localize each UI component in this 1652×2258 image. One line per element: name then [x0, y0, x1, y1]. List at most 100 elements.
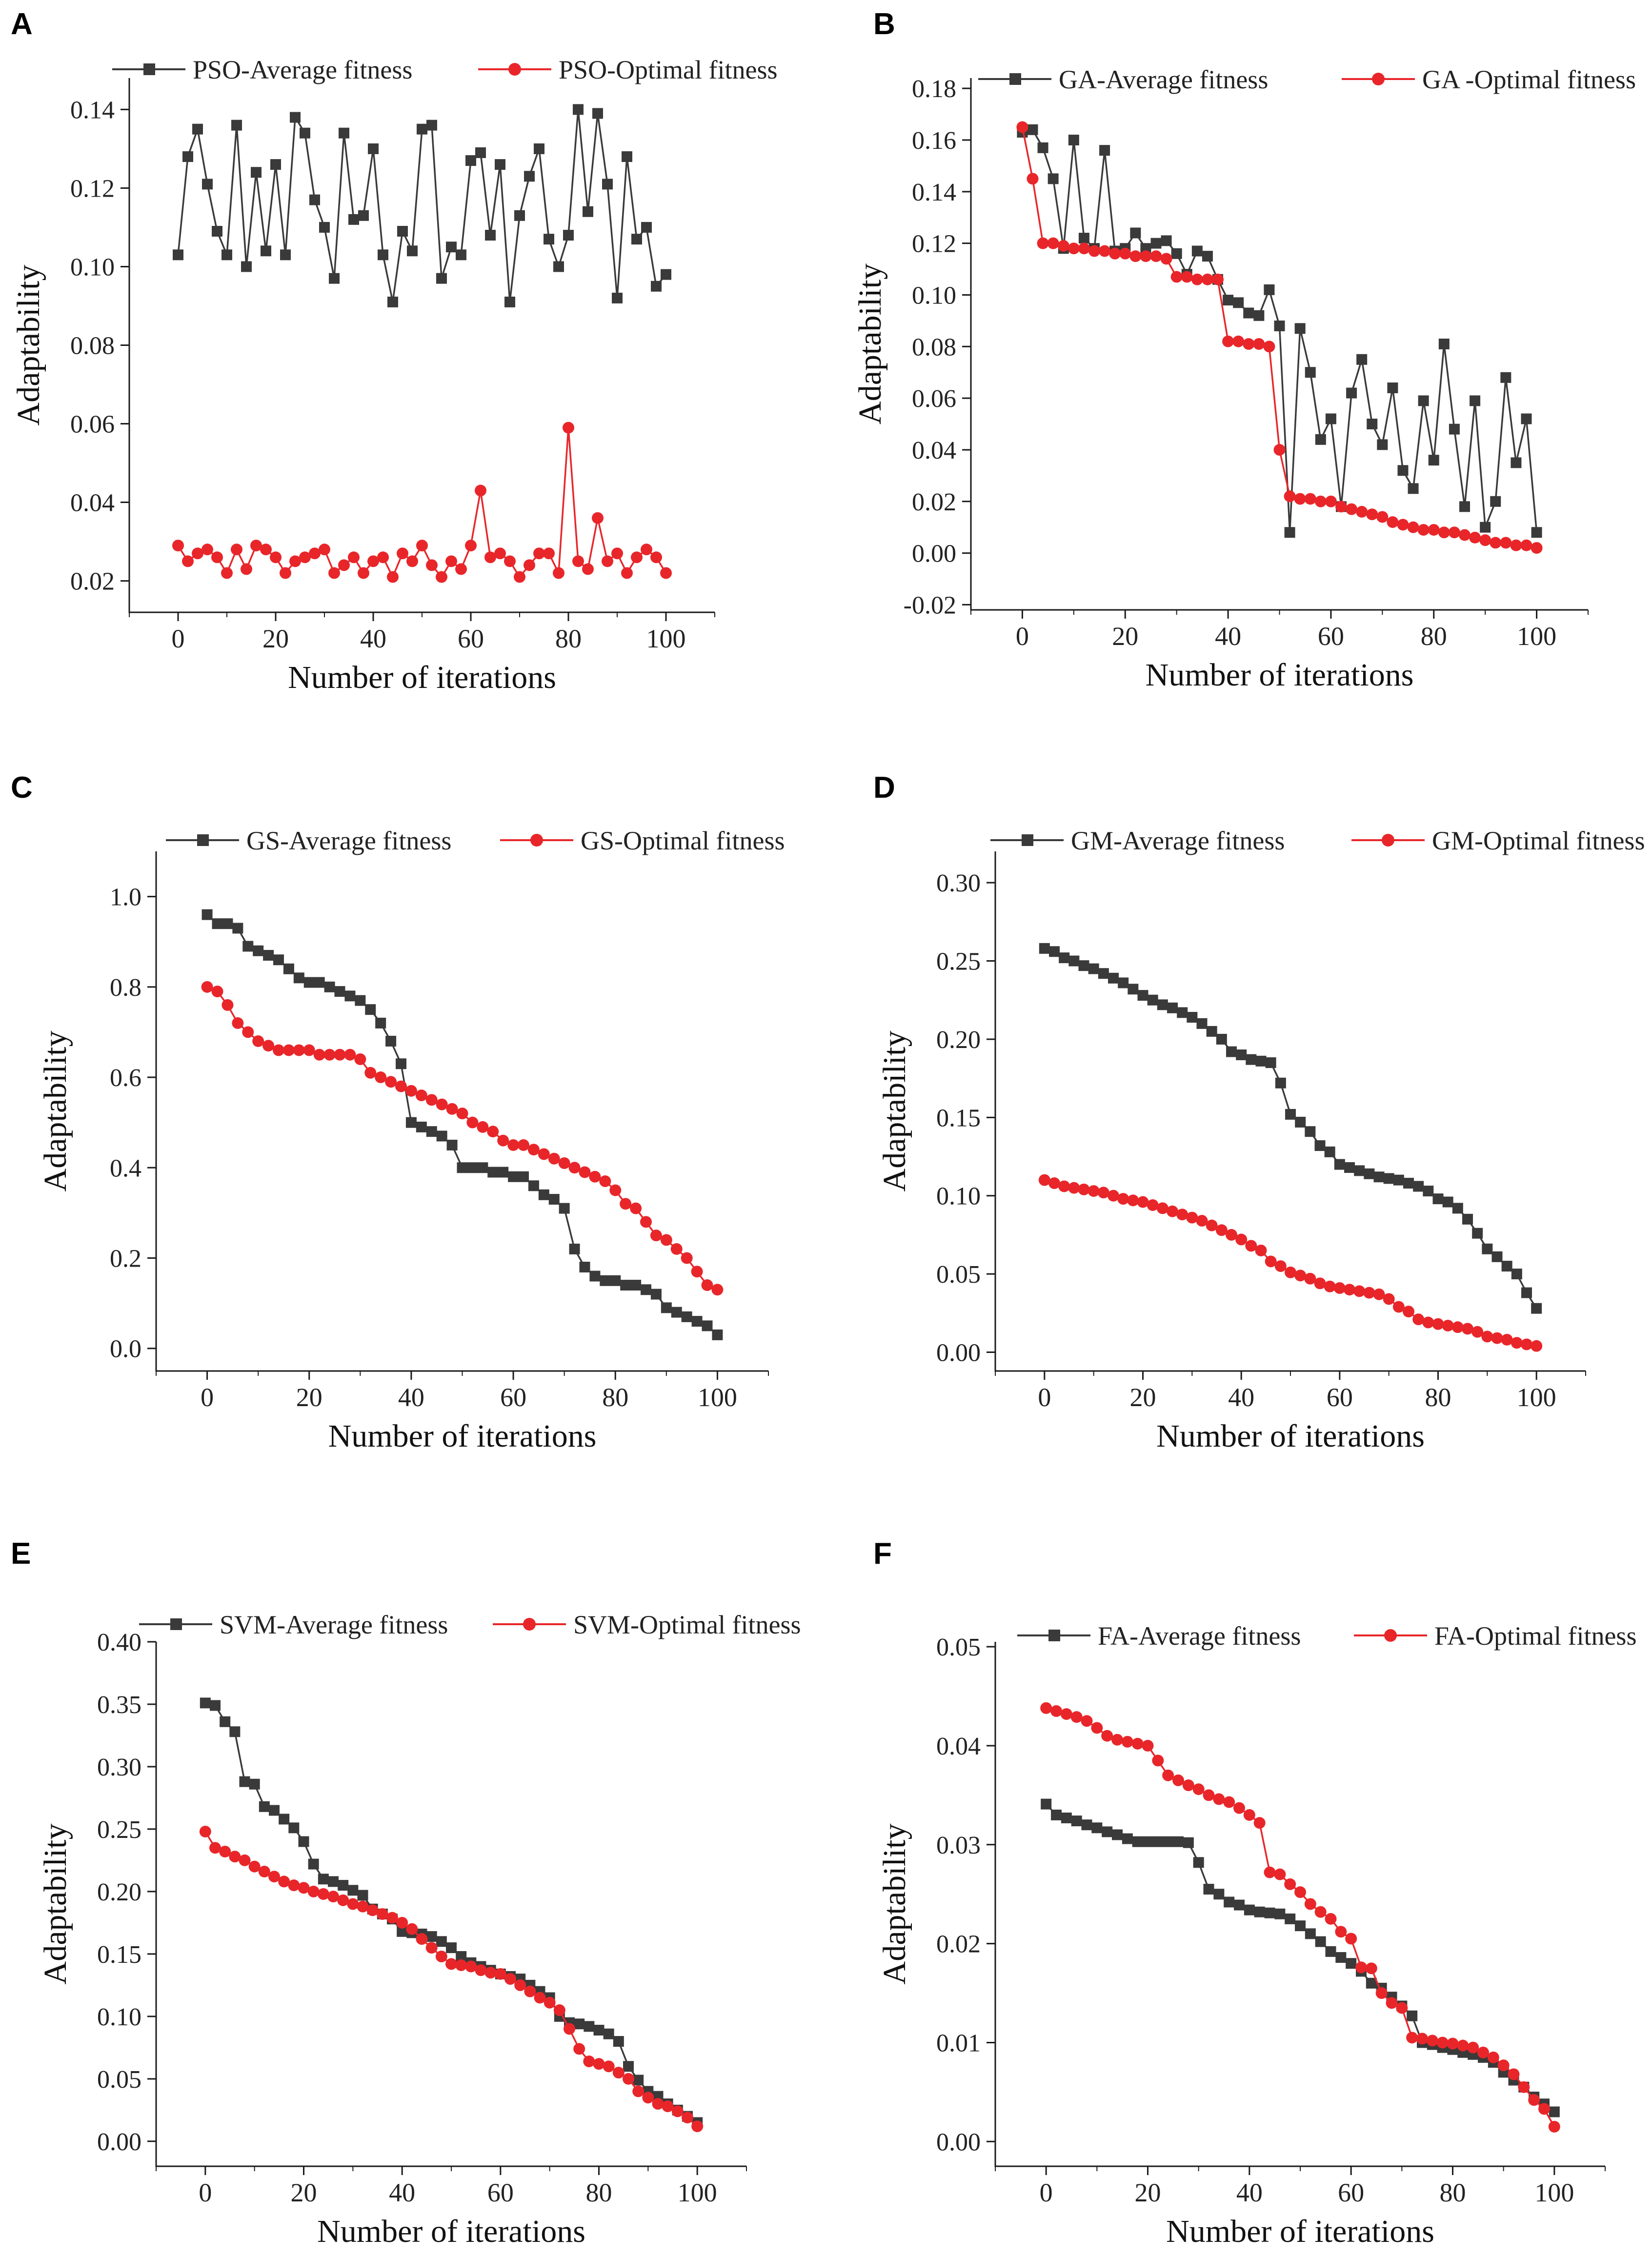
- x-tick-label: 60: [1318, 622, 1344, 651]
- average-fitness-point: [269, 1805, 280, 1816]
- average-fitness-point: [1142, 1836, 1153, 1847]
- optimal-fitness-point: [1108, 1189, 1119, 1202]
- optimal-fitness-point: [487, 1126, 499, 1138]
- optimal-fitness-point: [579, 1166, 591, 1178]
- average-fitness-point: [1226, 1046, 1237, 1057]
- x-tick-label: 60: [458, 624, 484, 653]
- optimal-fitness-point: [366, 1904, 379, 1916]
- y-tick-label: 0.02: [70, 568, 115, 596]
- average-fitness-point: [1393, 1174, 1404, 1186]
- optimal-fitness-point: [397, 547, 408, 560]
- optimal-fitness-point: [1213, 1793, 1225, 1805]
- y-tick-label: 0.01: [936, 2029, 981, 2057]
- optimal-fitness-point: [1068, 1182, 1080, 1194]
- average-fitness-point: [1224, 1896, 1235, 1908]
- average-fitness-point: [387, 296, 398, 307]
- average-fitness-point: [1137, 990, 1148, 1001]
- optimal-fitness-point: [1467, 2041, 1479, 2054]
- average-fitness-point: [397, 226, 408, 237]
- optimal-fitness-point: [1016, 121, 1028, 133]
- x-tick-label: 60: [500, 1383, 526, 1412]
- optimal-fitness-point: [1304, 1898, 1316, 1910]
- optimal-fitness-point: [533, 547, 545, 560]
- average-fitness-point: [1041, 1798, 1052, 1810]
- average-fitness-point: [1305, 1126, 1316, 1137]
- optimal-fitness-point: [1518, 2081, 1530, 2093]
- x-tick-label: 60: [487, 2178, 514, 2207]
- optimal-fitness-point: [1500, 537, 1512, 549]
- optimal-fitness-point: [1142, 1739, 1154, 1752]
- average-fitness-point: [1472, 1228, 1483, 1239]
- average-fitness-point: [308, 1858, 319, 1870]
- optimal-fitness-point: [609, 1184, 622, 1196]
- optimal-fitness-point: [465, 1960, 477, 1973]
- average-fitness-point: [318, 1874, 329, 1885]
- optimal-fitness-point: [1508, 2068, 1520, 2080]
- optimal-fitness-point: [660, 567, 672, 579]
- optimal-fitness-point: [1548, 2120, 1560, 2133]
- average-fitness-point: [1324, 1146, 1335, 1157]
- average-fitness-point: [1335, 1952, 1347, 1963]
- optimal-fitness-point: [1129, 250, 1142, 262]
- average-fitness-point: [1305, 1928, 1316, 1939]
- panel-letter: C: [11, 771, 33, 805]
- average-fitness-point: [1147, 994, 1158, 1006]
- optimal-fitness-point: [652, 2098, 664, 2110]
- average-fitness-point: [1315, 1936, 1326, 1947]
- optimal-fitness-point: [1356, 505, 1368, 518]
- optimal-fitness-point: [337, 1894, 349, 1906]
- optimal-fitness-point: [1167, 1205, 1178, 1217]
- average-fitness-point: [212, 226, 222, 237]
- average-fitness-point: [1191, 245, 1203, 257]
- average-fitness-point: [1157, 999, 1168, 1010]
- average-fitness-point: [1253, 310, 1265, 321]
- average-fitness-point: [465, 155, 476, 166]
- optimal-fitness-point: [1387, 516, 1399, 528]
- average-fitness-point: [600, 1275, 611, 1286]
- optimal-fitness-point: [1426, 2035, 1438, 2047]
- y-tick-label: 0.02: [936, 1931, 981, 1958]
- average-fitness-point: [518, 1171, 529, 1182]
- optimal-fitness-point: [309, 547, 321, 560]
- optimal-fitness-point: [1491, 1332, 1503, 1344]
- average-fitness-point: [1152, 1836, 1164, 1847]
- optimal-fitness-point: [201, 981, 213, 993]
- optimal-fitness-point: [1294, 493, 1306, 505]
- average-fitness-point: [1531, 527, 1542, 538]
- average-fitness-point: [641, 222, 652, 233]
- optimal-fitness-point: [270, 551, 282, 564]
- optimal-fitness-point: [553, 567, 564, 579]
- average-fitness-point: [270, 159, 281, 170]
- optimal-fitness-point: [229, 1851, 241, 1863]
- average-fitness-point: [329, 273, 340, 284]
- legend-marker: [1048, 1630, 1060, 1641]
- average-fitness-point: [514, 210, 525, 221]
- optimal-fitness-point: [524, 1985, 536, 1997]
- optimal-fitness-point: [548, 1152, 560, 1165]
- average-fitness-point: [1491, 1251, 1503, 1262]
- y-tick-label: 0.08: [70, 332, 115, 360]
- average-fitness-point: [347, 1885, 359, 1896]
- optimal-fitness-point: [211, 551, 223, 564]
- average-fitness-point: [273, 954, 284, 966]
- average-fitness-point: [212, 918, 223, 929]
- average-fitness-point: [1171, 248, 1182, 259]
- optimal-fitness-point: [219, 1846, 231, 1857]
- y-tick-label: 0.03: [936, 1832, 981, 1859]
- y-tick-label: 0.35: [97, 1691, 141, 1719]
- optimal-fitness-point: [592, 512, 604, 524]
- y-tick-label: -0.02: [904, 591, 956, 619]
- y-tick-label: 0.20: [936, 1026, 981, 1054]
- x-tick-label: 80: [586, 2178, 612, 2207]
- average-fitness-point: [242, 941, 254, 952]
- average-fitness-point: [602, 179, 613, 190]
- optimal-fitness-point: [1050, 1705, 1062, 1717]
- optimal-fitness-point: [1263, 341, 1275, 353]
- optimal-fitness-point: [248, 1860, 261, 1873]
- average-fitness-point: [603, 2028, 614, 2039]
- average-fitness-point: [232, 923, 243, 934]
- x-tick-label: 100: [1534, 2178, 1574, 2207]
- optimal-fitness-point: [1346, 503, 1358, 515]
- average-fitness-point: [1112, 1829, 1123, 1840]
- average-fitness-point: [467, 1162, 478, 1173]
